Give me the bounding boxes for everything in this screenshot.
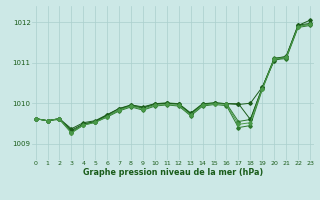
X-axis label: Graphe pression niveau de la mer (hPa): Graphe pression niveau de la mer (hPa) [83,168,263,177]
